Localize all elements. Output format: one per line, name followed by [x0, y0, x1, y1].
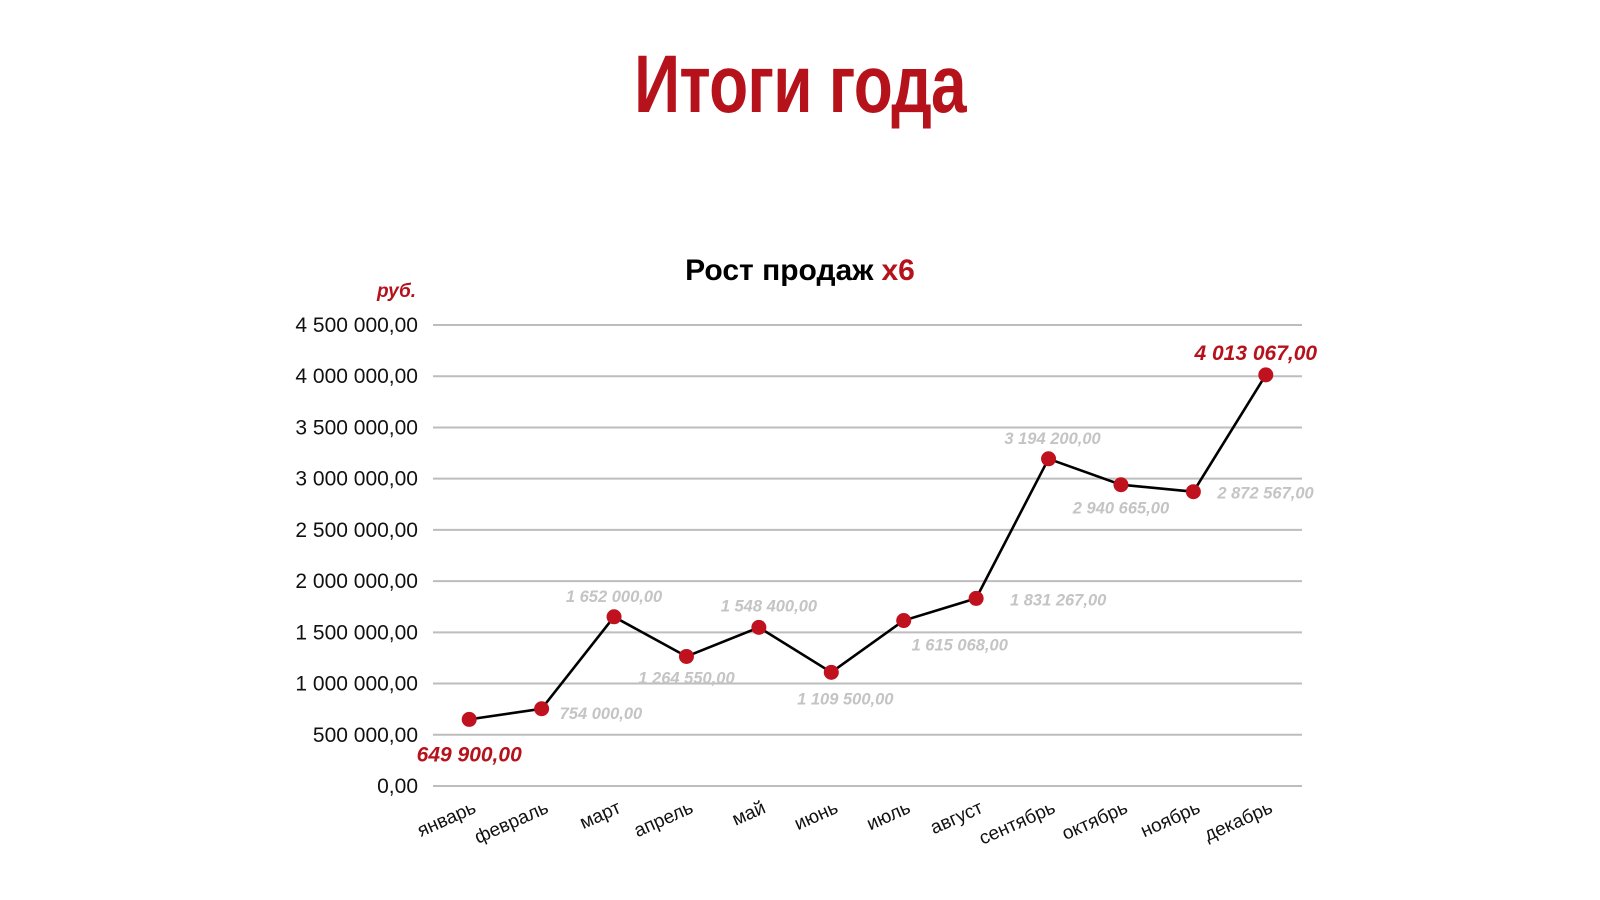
data-point	[1185, 484, 1201, 500]
x-tick-label: апрель	[631, 797, 697, 842]
data-label: 4 013 067,00	[1193, 342, 1317, 365]
data-point	[606, 609, 622, 625]
y-tick-label: 500 000,00	[313, 724, 418, 747]
series-layer	[461, 367, 1274, 727]
data-point	[823, 664, 839, 680]
data-point	[751, 619, 767, 635]
x-tick-label: июнь	[791, 797, 841, 835]
data-point	[1113, 477, 1129, 493]
data-label: 2 940 665,00	[1072, 500, 1170, 518]
y-tick-label: 1 500 000,00	[295, 621, 418, 644]
data-label: 1 831 267,00	[1010, 591, 1107, 609]
y-axis-unit: руб.	[376, 281, 416, 302]
data-point	[534, 701, 550, 717]
data-label: 2 872 567,00	[1216, 485, 1314, 503]
chart-title-accent: x6	[881, 254, 914, 287]
x-tick-label: октябрь	[1059, 797, 1131, 844]
page-title: Итоги года	[634, 39, 966, 130]
data-label: 1 652 000,00	[566, 588, 663, 606]
data-point	[968, 590, 984, 606]
data-point	[678, 648, 694, 664]
x-tick-label: март	[577, 797, 625, 834]
data-label: 1 615 068,00	[912, 637, 1009, 655]
grid	[433, 324, 1302, 787]
x-tick-label: сентябрь	[976, 797, 1059, 849]
y-tick-label: 2 000 000,00	[295, 570, 418, 593]
y-tick-label: 2 500 000,00	[295, 519, 418, 542]
data-point	[1258, 367, 1274, 383]
data-label: 649 900,00	[417, 743, 522, 766]
x-tick-label: июль	[864, 797, 914, 835]
data-label: 1 548 400,00	[721, 597, 818, 615]
y-tick-label: 0,00	[377, 775, 418, 798]
data-point	[896, 613, 912, 629]
chart-title-text: Рост продаж	[685, 254, 874, 287]
data-label: 1 264 550,00	[638, 669, 735, 687]
chart-title: Рост продаж x6	[685, 254, 915, 287]
data-point	[461, 711, 477, 727]
x-tick-label: январь	[414, 797, 479, 841]
data-label: 3 194 200,00	[1004, 430, 1101, 448]
x-tick-label: декабрь	[1201, 797, 1276, 846]
y-tick-label: 3 000 000,00	[295, 468, 418, 491]
y-tick-label: 1 000 000,00	[295, 673, 418, 696]
data-label: 1 109 500,00	[797, 690, 894, 708]
y-tick-label: 4 000 000,00	[295, 365, 418, 388]
data-labels: 649 900,00 754 000,00 1 652 000,00 1 264 55…	[417, 342, 1318, 767]
x-tick-label: май	[729, 797, 769, 830]
y-tick-label: 4 500 000,00	[295, 314, 418, 337]
y-axis-ticks: 0,00 500 000,00 1 000 000,00 1 500 000,00 2 …	[295, 314, 418, 798]
x-tick-label: ноябрь	[1138, 797, 1204, 842]
data-point	[1041, 451, 1057, 467]
x-tick-label: февраль	[471, 797, 551, 848]
data-label: 754 000,00	[560, 705, 643, 723]
y-tick-label: 3 500 000,00	[295, 416, 418, 439]
series-line	[469, 374, 1267, 721]
